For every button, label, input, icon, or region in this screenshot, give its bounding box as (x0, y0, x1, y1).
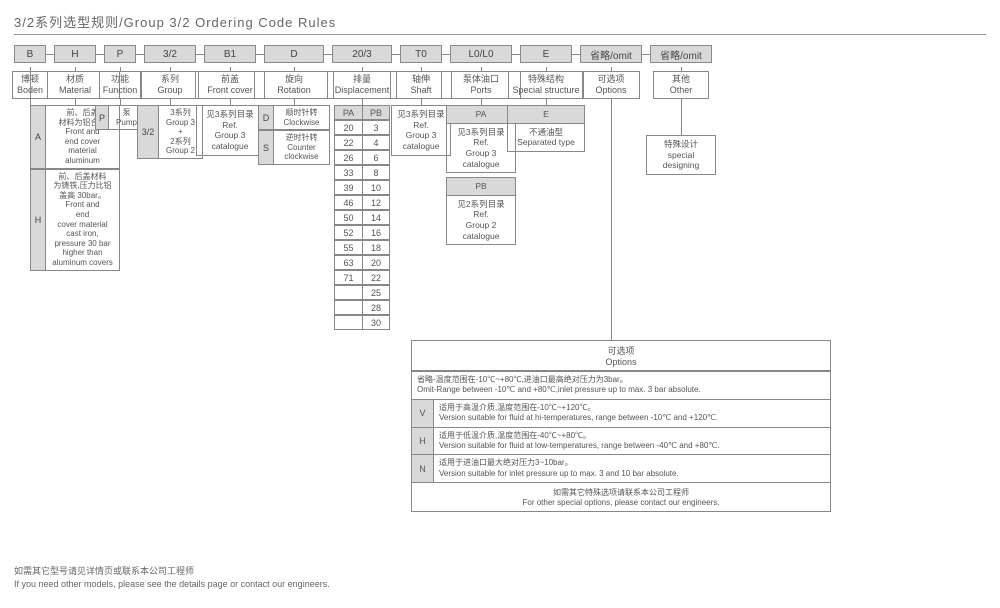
code-cell: 省略/omit (580, 45, 642, 63)
code-cell: B (14, 45, 46, 63)
code-cell: D (264, 45, 324, 63)
label-cell: 排量Displacement (327, 71, 397, 99)
label-cell: 可选项Options (582, 71, 640, 99)
code-cell: P (104, 45, 136, 63)
code-row: BHP 3/2 B1 D 20/3 T0 L0/L0 E 省略/omit 省略/omit (14, 45, 986, 63)
code-cell: 省略/omit (650, 45, 712, 63)
label-cell: 系列Group (141, 71, 199, 99)
code-cell: 20/3 (332, 45, 392, 63)
page-title: 3/2系列选型规则/Group 3/2 Ordering Code Rules (14, 12, 986, 35)
code-cell: H (54, 45, 96, 63)
label-row: 博顿Boden材质Material功能Function系列Group前盖Fron… (14, 71, 986, 99)
label-cell: 特殊结构Special structure (508, 71, 584, 99)
code-cell: T0 (400, 45, 442, 63)
detail-row: A前、后盖材料为铝合金Front andend covermaterialalu… (14, 105, 986, 545)
code-cell: L0/L0 (450, 45, 512, 63)
footnote: 如需其它型号请见详情页或联系本公司工程师If you need other mo… (14, 565, 986, 590)
options-box: 可选项Options省略-温度范围在-10℃~+80℃,进油口最高绝对压力为3b… (411, 340, 831, 512)
label-cell: 功能Function (99, 71, 141, 99)
label-cell: 旋向Rotation (254, 71, 334, 99)
label-cell: 其他Other (653, 71, 709, 99)
code-cell: E (520, 45, 572, 63)
code-cell: B1 (204, 45, 256, 63)
code-cell: 3/2 (144, 45, 196, 63)
